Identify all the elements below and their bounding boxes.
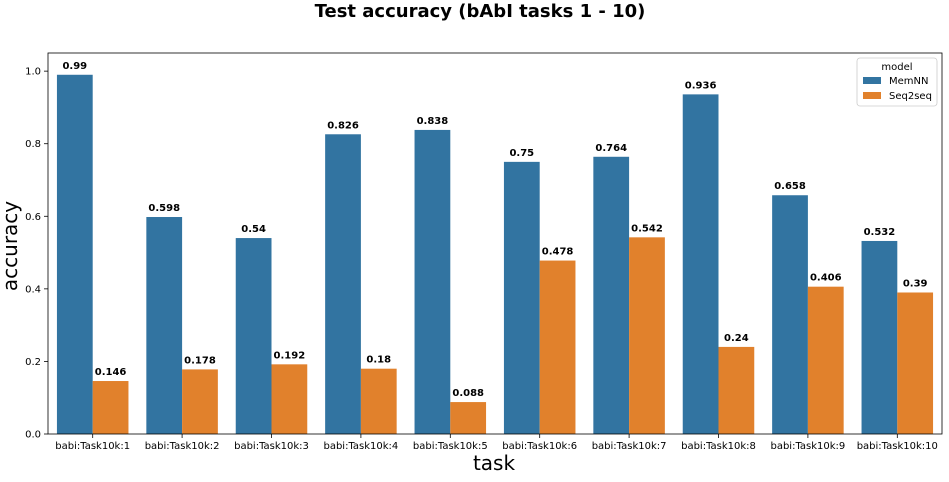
legend-swatch-memnn (863, 77, 881, 84)
bar-seq2seq-2 (182, 369, 218, 434)
plot-frame (47, 52, 943, 435)
y-tick-label: 1.0 (25, 67, 41, 78)
data-label-seq2seq-3: 0.192 (274, 350, 306, 361)
legend: model MemNN Seq2seq (856, 57, 938, 107)
x-tick-label: babi:Task10k:5 (413, 441, 488, 452)
data-label-memnn-5: 0.838 (417, 116, 449, 127)
data-label-seq2seq-5: 0.088 (452, 388, 484, 399)
y-tick-label: 0.2 (25, 357, 41, 368)
data-label-seq2seq-6: 0.478 (542, 247, 574, 258)
bar-memnn-6 (503, 161, 540, 435)
bar-memnn-1 (56, 74, 93, 435)
bar-seq2seq-4 (360, 368, 397, 434)
data-label-seq2seq-9: 0.406 (810, 273, 842, 284)
data-label-memnn-10: 0.532 (864, 227, 896, 238)
bar-seq2seq-8 (718, 346, 755, 434)
bar-memnn-4 (325, 134, 361, 434)
data-label-seq2seq-10: 0.39 (903, 278, 928, 289)
data-label-seq2seq-8: 0.24 (724, 333, 749, 344)
bar-seq2seq-6 (539, 260, 576, 434)
x-tick-label: babi:Task10k:1 (55, 441, 130, 452)
legend-title: model (881, 62, 912, 73)
legend-label-seq2seq: Seq2seq (889, 91, 932, 102)
y-tick-label: 0.4 (25, 284, 41, 295)
chart-title: Test accuracy (bAbI tasks 1 - 10) (315, 1, 646, 22)
data-label-seq2seq-1: 0.146 (95, 367, 127, 378)
x-tick-label: babi:Task10k:8 (681, 441, 756, 452)
bar-memnn-2 (146, 217, 183, 434)
x-tick-label: babi:Task10k:9 (770, 441, 845, 452)
data-label-memnn-1: 0.99 (62, 61, 87, 72)
y-tick-label: 0.0 (25, 430, 41, 441)
bar-memnn-3 (235, 238, 272, 434)
y-tick-label: 0.6 (25, 212, 41, 223)
data-label-memnn-6: 0.75 (509, 148, 534, 159)
data-label-memnn-2: 0.598 (148, 203, 180, 214)
bar-seq2seq-3 (271, 364, 308, 434)
y-axis-label: accuracy (0, 201, 22, 291)
legend-label-memnn: MemNN (889, 76, 928, 87)
data-label-seq2seq-7: 0.542 (631, 223, 663, 234)
data-label-memnn-9: 0.658 (774, 181, 806, 192)
x-tick-label: babi:Task10k:4 (323, 441, 398, 452)
bar-seq2seq-10 (897, 292, 934, 434)
bar-seq2seq-9 (807, 286, 844, 434)
bar-memnn-10 (861, 240, 898, 434)
bar-memnn-5 (414, 129, 451, 434)
bar-seq2seq-1 (92, 381, 129, 434)
bar-seq2seq-5 (450, 402, 487, 434)
data-label-memnn-3: 0.54 (241, 224, 266, 235)
data-label-memnn-7: 0.764 (595, 143, 627, 154)
data-label-memnn-8: 0.936 (685, 80, 717, 91)
bar-memnn-7 (593, 156, 630, 434)
x-tick-label: babi:Task10k:6 (502, 441, 577, 452)
data-label-seq2seq-4: 0.18 (366, 355, 391, 366)
plot-area: 0.99 0.598 0.54 0.826 0.838 0.75 0.764 0.936 0.6… (25, 52, 943, 452)
bar-memnn-8 (682, 94, 719, 435)
bar-seq2seq-7 (629, 237, 665, 434)
x-tick-label: babi:Task10k:2 (145, 441, 220, 452)
data-label-seq2seq-2: 0.178 (184, 355, 216, 366)
x-tick-label: babi:Task10k:3 (234, 441, 309, 452)
y-tick-label: 0.8 (25, 139, 41, 150)
legend-swatch-seq2seq (863, 92, 881, 99)
bar-memnn-9 (772, 195, 808, 434)
x-tick-label: babi:Task10k:10 (857, 441, 938, 452)
x-tick-label: babi:Task10k:7 (592, 441, 667, 452)
data-label-memnn-4: 0.826 (327, 120, 359, 131)
x-axis-label: task (473, 451, 516, 475)
